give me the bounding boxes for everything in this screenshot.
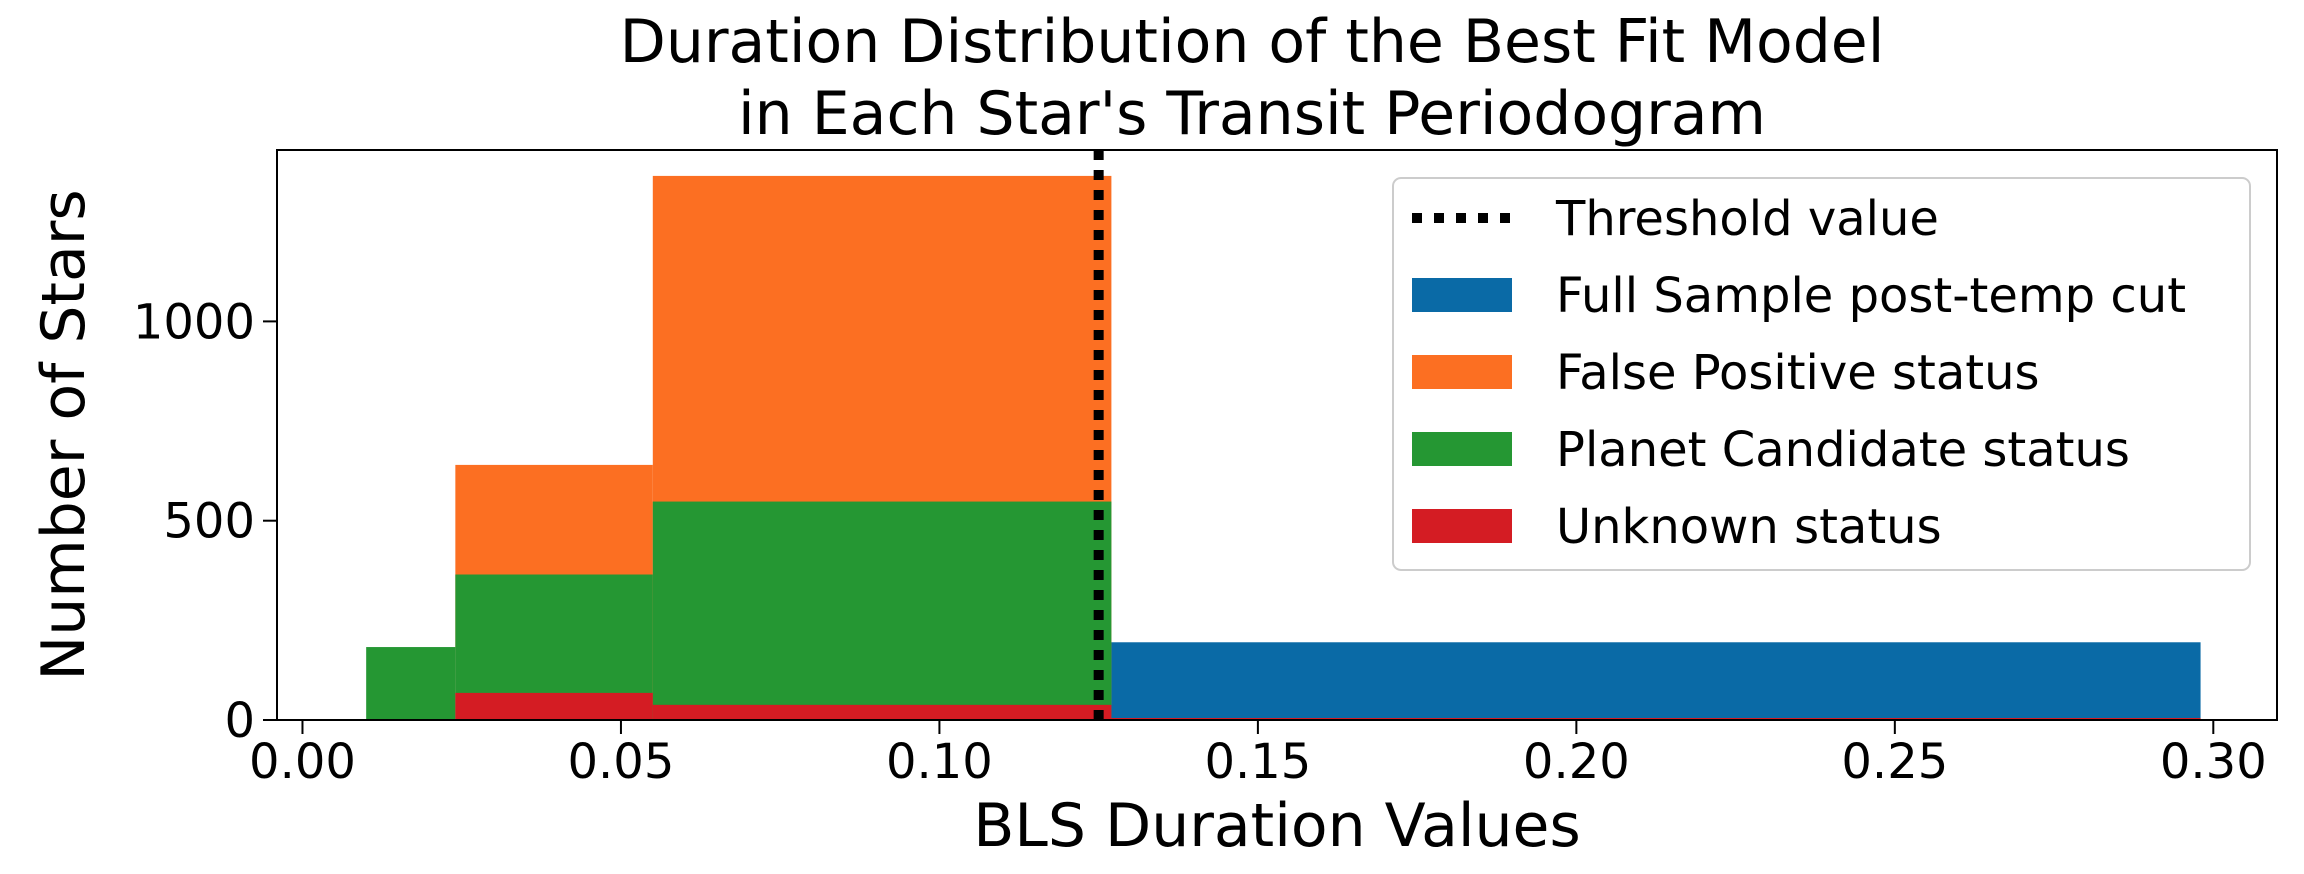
x-tick-label: 0.20 — [1523, 734, 1630, 790]
legend-label-planet-candidate-status: Planet Candidate status — [1556, 422, 2130, 478]
x-tick-label: 0.00 — [249, 734, 356, 790]
x-axis-ticks: 0.00 0.05 0.10 0.15 0.20 0.25 0.30 — [249, 720, 2267, 790]
y-tick-label: 500 — [163, 494, 255, 550]
legend-label-full-sample-post-temp-cut: Full Sample post-temp cut — [1556, 268, 2186, 324]
bar-unknown-status-0 — [455, 692, 653, 720]
legend-swatch-planet-candidate-status — [1412, 432, 1512, 466]
legend-label-unknown-status: Unknown status — [1556, 499, 1942, 555]
plot-frame — [276, 149, 2278, 721]
legend-label-false-positive-status: False Positive status — [1556, 345, 2040, 401]
x-tick-label: 0.30 — [2160, 734, 2267, 790]
x-tick-label: 0.15 — [1204, 734, 1311, 790]
bar-full-sample-post-temp-cut-0 — [1111, 642, 2201, 720]
legend: Threshold value Full Sample post-temp cut… — [1392, 177, 2251, 571]
chart-title-line-2: in Each Star's Transit Periodogram — [738, 79, 1766, 149]
legend-swatch-unknown-status — [1412, 509, 1512, 543]
x-tick-label: 0.05 — [568, 734, 675, 790]
bar-planet-candidate-status-0 — [366, 647, 456, 720]
bar-planet-candidate-status-2 — [652, 501, 1112, 720]
bar-unknown-status-1 — [652, 704, 1112, 720]
chart-title-line-1: Duration Distribution of the Best Fit Mo… — [620, 7, 1885, 77]
y-tick-label: 0 — [224, 693, 255, 749]
legend-label-threshold-value: Threshold value — [1555, 191, 1939, 247]
x-tick-label: 0.25 — [1841, 734, 1948, 790]
legend-swatch-false-positive-status — [1412, 355, 1512, 389]
y-axis-label: Number of Stars — [29, 189, 99, 680]
x-tick-label: 0.10 — [886, 734, 993, 790]
y-tick-label: 1000 — [133, 294, 255, 350]
legend-box — [1392, 177, 2251, 571]
y-axis-ticks: 0 500 1000 — [133, 294, 277, 749]
x-axis-label: BLS Duration Values — [973, 791, 1580, 861]
legend-swatch-full-sample-post-temp-cut — [1412, 278, 1512, 312]
